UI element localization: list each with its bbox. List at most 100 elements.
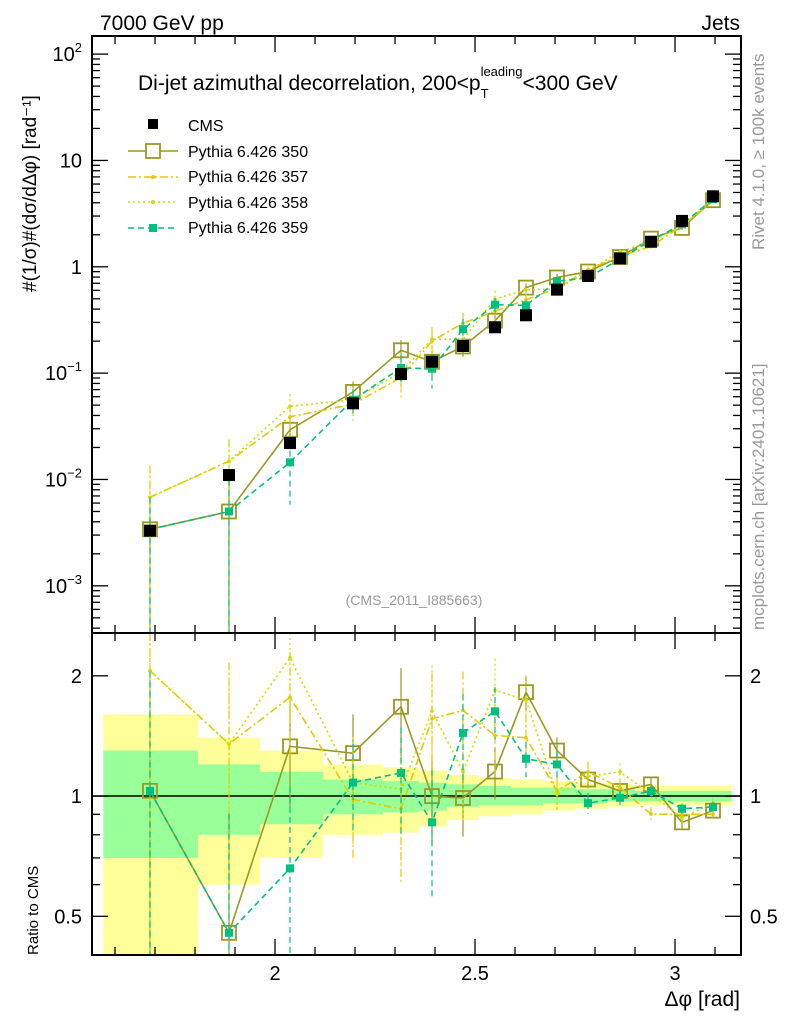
ratio-marker xyxy=(349,778,357,787)
ratio-marker xyxy=(524,698,528,702)
ratio-marker xyxy=(461,770,465,774)
ratio-marker xyxy=(549,742,565,759)
ratio-marker xyxy=(709,802,717,811)
cms-data-point xyxy=(614,252,626,265)
y-tick-label: 102 xyxy=(53,40,82,66)
cms-data-point xyxy=(551,283,563,296)
ratio-marker xyxy=(288,656,292,660)
chart-title: Di-jet azimuthal decorrelation, 200<pTle… xyxy=(138,64,618,101)
rivet-label: Rivet 4.1.0, ≥ 100k events xyxy=(749,54,768,250)
cms-data-point xyxy=(582,269,594,282)
ratio-series-line xyxy=(149,670,713,816)
ratio-tick-label: 0.5 xyxy=(750,906,778,928)
legend-marker xyxy=(151,200,155,204)
cms-data-point xyxy=(645,235,657,248)
ratio-marker xyxy=(524,735,528,740)
data-marker xyxy=(430,337,434,341)
cms-data-point xyxy=(144,524,156,537)
ratio-marker xyxy=(461,708,465,713)
mcplots-label: mcplots.cern.ch [arXiv:2401.10621] xyxy=(749,364,768,630)
ratio-marker xyxy=(148,668,152,673)
cms-data-point xyxy=(489,321,501,334)
cms-data-point xyxy=(284,437,296,450)
cms-data-point xyxy=(223,469,235,482)
ratio-marker xyxy=(430,716,434,721)
data-marker xyxy=(553,277,561,286)
y-tick-label: 10−3 xyxy=(45,572,82,598)
ratio-marker xyxy=(286,864,294,873)
ratio-tick-label: 2 xyxy=(750,666,761,688)
cms-data-point xyxy=(457,339,469,352)
data-marker xyxy=(148,495,152,500)
legend: CMS Pythia 6.426 350 Pythia 6.426 357 Py… xyxy=(188,118,308,237)
data-marker xyxy=(227,459,231,464)
cms-data-point xyxy=(347,397,359,410)
ratio-marker xyxy=(649,812,653,816)
series-line xyxy=(149,200,714,499)
data-marker xyxy=(397,363,405,372)
ratio-marker xyxy=(616,793,624,802)
ratio-marker xyxy=(493,733,497,738)
data-marker xyxy=(524,297,528,302)
ratio-tick-label: 2 xyxy=(71,666,82,688)
ratio-marker xyxy=(227,742,231,746)
x-axis-label: Δφ [rad] xyxy=(665,988,741,1011)
header-left: 7000 GeV pp xyxy=(100,12,224,35)
cms-data-point xyxy=(520,309,532,322)
ratio-marker xyxy=(393,698,409,715)
data-marker xyxy=(524,287,528,292)
data-marker xyxy=(286,458,294,467)
ratio-marker xyxy=(555,792,559,797)
data-marker xyxy=(288,404,292,409)
y-tick-label: 10 xyxy=(60,150,82,172)
series-line xyxy=(149,198,714,531)
ratio-marker xyxy=(711,812,715,817)
legend-label-cms: CMS xyxy=(188,118,224,135)
data-marker xyxy=(459,325,467,334)
data-marker xyxy=(288,414,292,419)
ratio-marker xyxy=(618,770,622,774)
ratio-marker xyxy=(397,768,405,777)
legend-marker xyxy=(149,224,157,232)
ratio-tick-label: 0.5 xyxy=(54,906,82,928)
legend-marker-cms xyxy=(148,119,158,129)
ratio-marker xyxy=(584,799,592,808)
x-tick-label: 3 xyxy=(669,963,680,985)
header-right: Jets xyxy=(701,12,740,35)
ratio-marker xyxy=(428,818,436,827)
ratio-marker xyxy=(146,786,154,795)
y-tick-label: 10−1 xyxy=(45,359,82,385)
x-tick-label: 2 xyxy=(269,963,280,985)
stat-uncertainty-band xyxy=(260,771,323,825)
legend-label-359: Pythia 6.426 359 xyxy=(188,220,308,237)
cms-data-point xyxy=(676,214,688,227)
ratio-tick-label: 1 xyxy=(750,786,761,808)
legend-marker xyxy=(145,143,161,159)
ratio-marker xyxy=(225,928,233,937)
ratio-axis-label: Ratio to CMS xyxy=(25,866,42,955)
ratio-marker xyxy=(553,760,561,769)
ratio-marker xyxy=(678,804,686,813)
legend-label-350: Pythia 6.426 350 xyxy=(188,144,308,161)
ratio-marker xyxy=(430,709,434,713)
y-tick-label: 1 xyxy=(71,257,82,279)
legend-marker xyxy=(151,175,155,179)
legend-label-358: Pythia 6.426 358 xyxy=(188,195,308,212)
analysis-tag: (CMS_2011_I885663) xyxy=(346,592,483,608)
ratio-marker xyxy=(618,785,622,790)
cms-data-point xyxy=(395,368,407,381)
data-marker xyxy=(225,507,233,516)
y-tick-label: 10−2 xyxy=(45,465,82,491)
ratio-plot-frame xyxy=(91,632,742,956)
ratio-marker xyxy=(680,812,684,817)
ratio-marker xyxy=(491,707,499,716)
ratio-marker xyxy=(522,754,530,763)
cms-data-point xyxy=(426,355,438,368)
ratio-marker xyxy=(459,728,467,737)
ratio-marker xyxy=(647,787,655,796)
x-tick-label: 2.5 xyxy=(461,963,489,985)
data-marker xyxy=(522,301,530,310)
ratio-tick-label: 1 xyxy=(71,786,82,808)
ratio-marker xyxy=(586,774,590,779)
